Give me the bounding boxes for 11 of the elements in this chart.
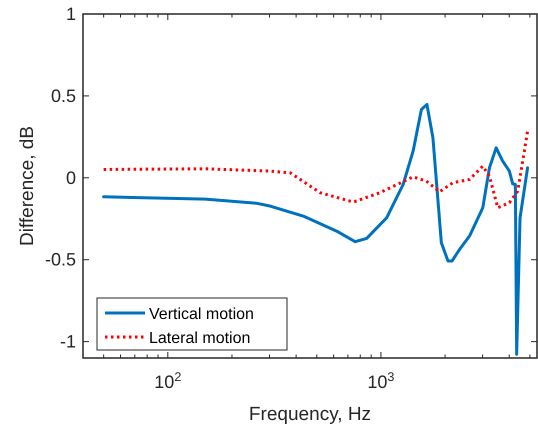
x-tick-label: 10$^{2}$	[154, 370, 182, 392]
y-tick-label: -0.5	[44, 250, 76, 270]
y-tick-label: -1	[60, 332, 76, 352]
y-tick-label: 1	[66, 4, 76, 24]
y-axis-title: Difference, dB	[17, 126, 38, 246]
x-axis-title: Frequency, Hz	[248, 404, 372, 425]
y-tick-label: 0	[66, 168, 76, 188]
legend-label: Lateral motion	[149, 330, 250, 347]
x-tick-label: 10$^{3}$	[367, 370, 394, 392]
legend-label: Vertical motion	[149, 306, 254, 323]
y-tick-label: 0.5	[50, 86, 76, 106]
